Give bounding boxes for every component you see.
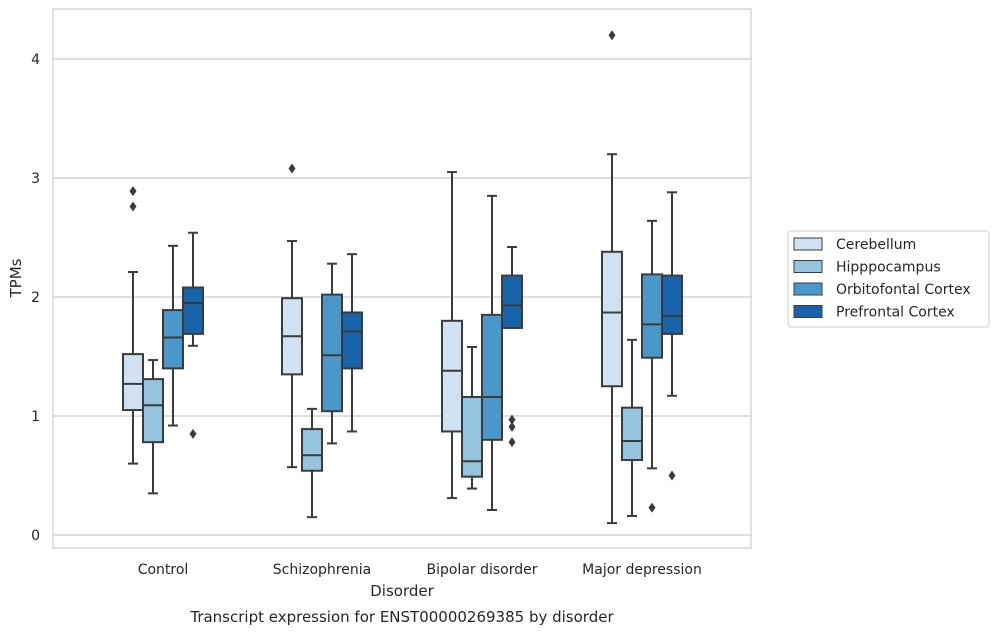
box-hipppocampus [461,345,483,490]
box-hipppocampus [142,359,164,495]
box-iqr [321,293,343,413]
x-tick-label: Schizophrenia [273,562,371,578]
box-iqr [301,428,323,472]
legend-label: Orbitofontal Cortex [836,282,971,298]
outlier-point [129,201,137,212]
outlier-point [648,502,656,513]
box-iqr [481,313,503,441]
box-groups [122,30,683,525]
y-tick-label: 2 [31,290,40,306]
box-orbitofontal-cortex [162,244,184,427]
legend-frame [787,230,990,328]
box-prefrontal-cortex [501,246,523,448]
chart-caption: Transcript expression for ENST0000026938… [189,608,614,626]
x-axis-label: Disorder [370,582,434,600]
legend-swatch [793,260,823,273]
x-tick-label: Control [138,562,189,578]
box-iqr [122,353,144,412]
outlier-point [508,414,516,425]
box-iqr [162,309,184,370]
legend-label: Cerebellum [836,237,916,253]
box-prefrontal-cortex [182,231,204,439]
box-orbitofontal-cortex [481,194,503,512]
legend-swatch [793,305,823,318]
legend-swatch [793,237,823,251]
box-iqr [641,273,663,359]
y-tick-label: 1 [31,409,40,425]
outlier-point [608,30,616,41]
y-tick-label: 3 [31,171,40,187]
y-tick-labels: 0 1 2 3 4 [31,52,40,544]
x-tick-label: Major depression [582,562,702,578]
box-hipppocampus [301,407,323,519]
legend-label: Hipppocampus [836,260,941,276]
legend-swatch [793,282,823,296]
box-prefrontal-cortex [341,253,363,433]
box-iqr [441,319,463,433]
plot-area-frame [52,8,752,549]
y-axis-label: TPMs [7,258,25,298]
y-tick-label: 4 [31,52,40,68]
box-iqr [601,250,623,388]
box-iqr [501,274,523,329]
outlier-point [508,437,516,448]
box-iqr [461,395,483,478]
box-iqr [661,274,683,335]
legend-label: Prefrontal Cortex [836,305,955,321]
box-iqr [182,286,204,335]
outlier-point [668,470,676,481]
box-iqr [142,378,164,444]
legend: Cerebellum Hipppocampus Orbitofontal Corte… [787,230,990,328]
outlier-point [288,163,296,174]
box-cerebellum [441,171,463,500]
box-cerebellum [601,30,623,525]
y-tick-label: 0 [31,528,40,544]
outlier-point [189,428,197,439]
x-tick-labels: Control Schizophrenia Bipolar disorder Majo… [138,562,702,578]
outlier-point [508,421,516,432]
box-hipppocampus [621,338,643,517]
box-cerebellum [281,163,303,469]
box-prefrontal-cortex [661,191,683,481]
box-iqr [341,311,363,370]
box-cerebellum [122,186,144,465]
box-iqr [621,406,643,462]
outlier-point [129,186,137,197]
x-tick-label: Bipolar disorder [426,562,537,578]
box-orbitofontal-cortex [641,219,663,513]
